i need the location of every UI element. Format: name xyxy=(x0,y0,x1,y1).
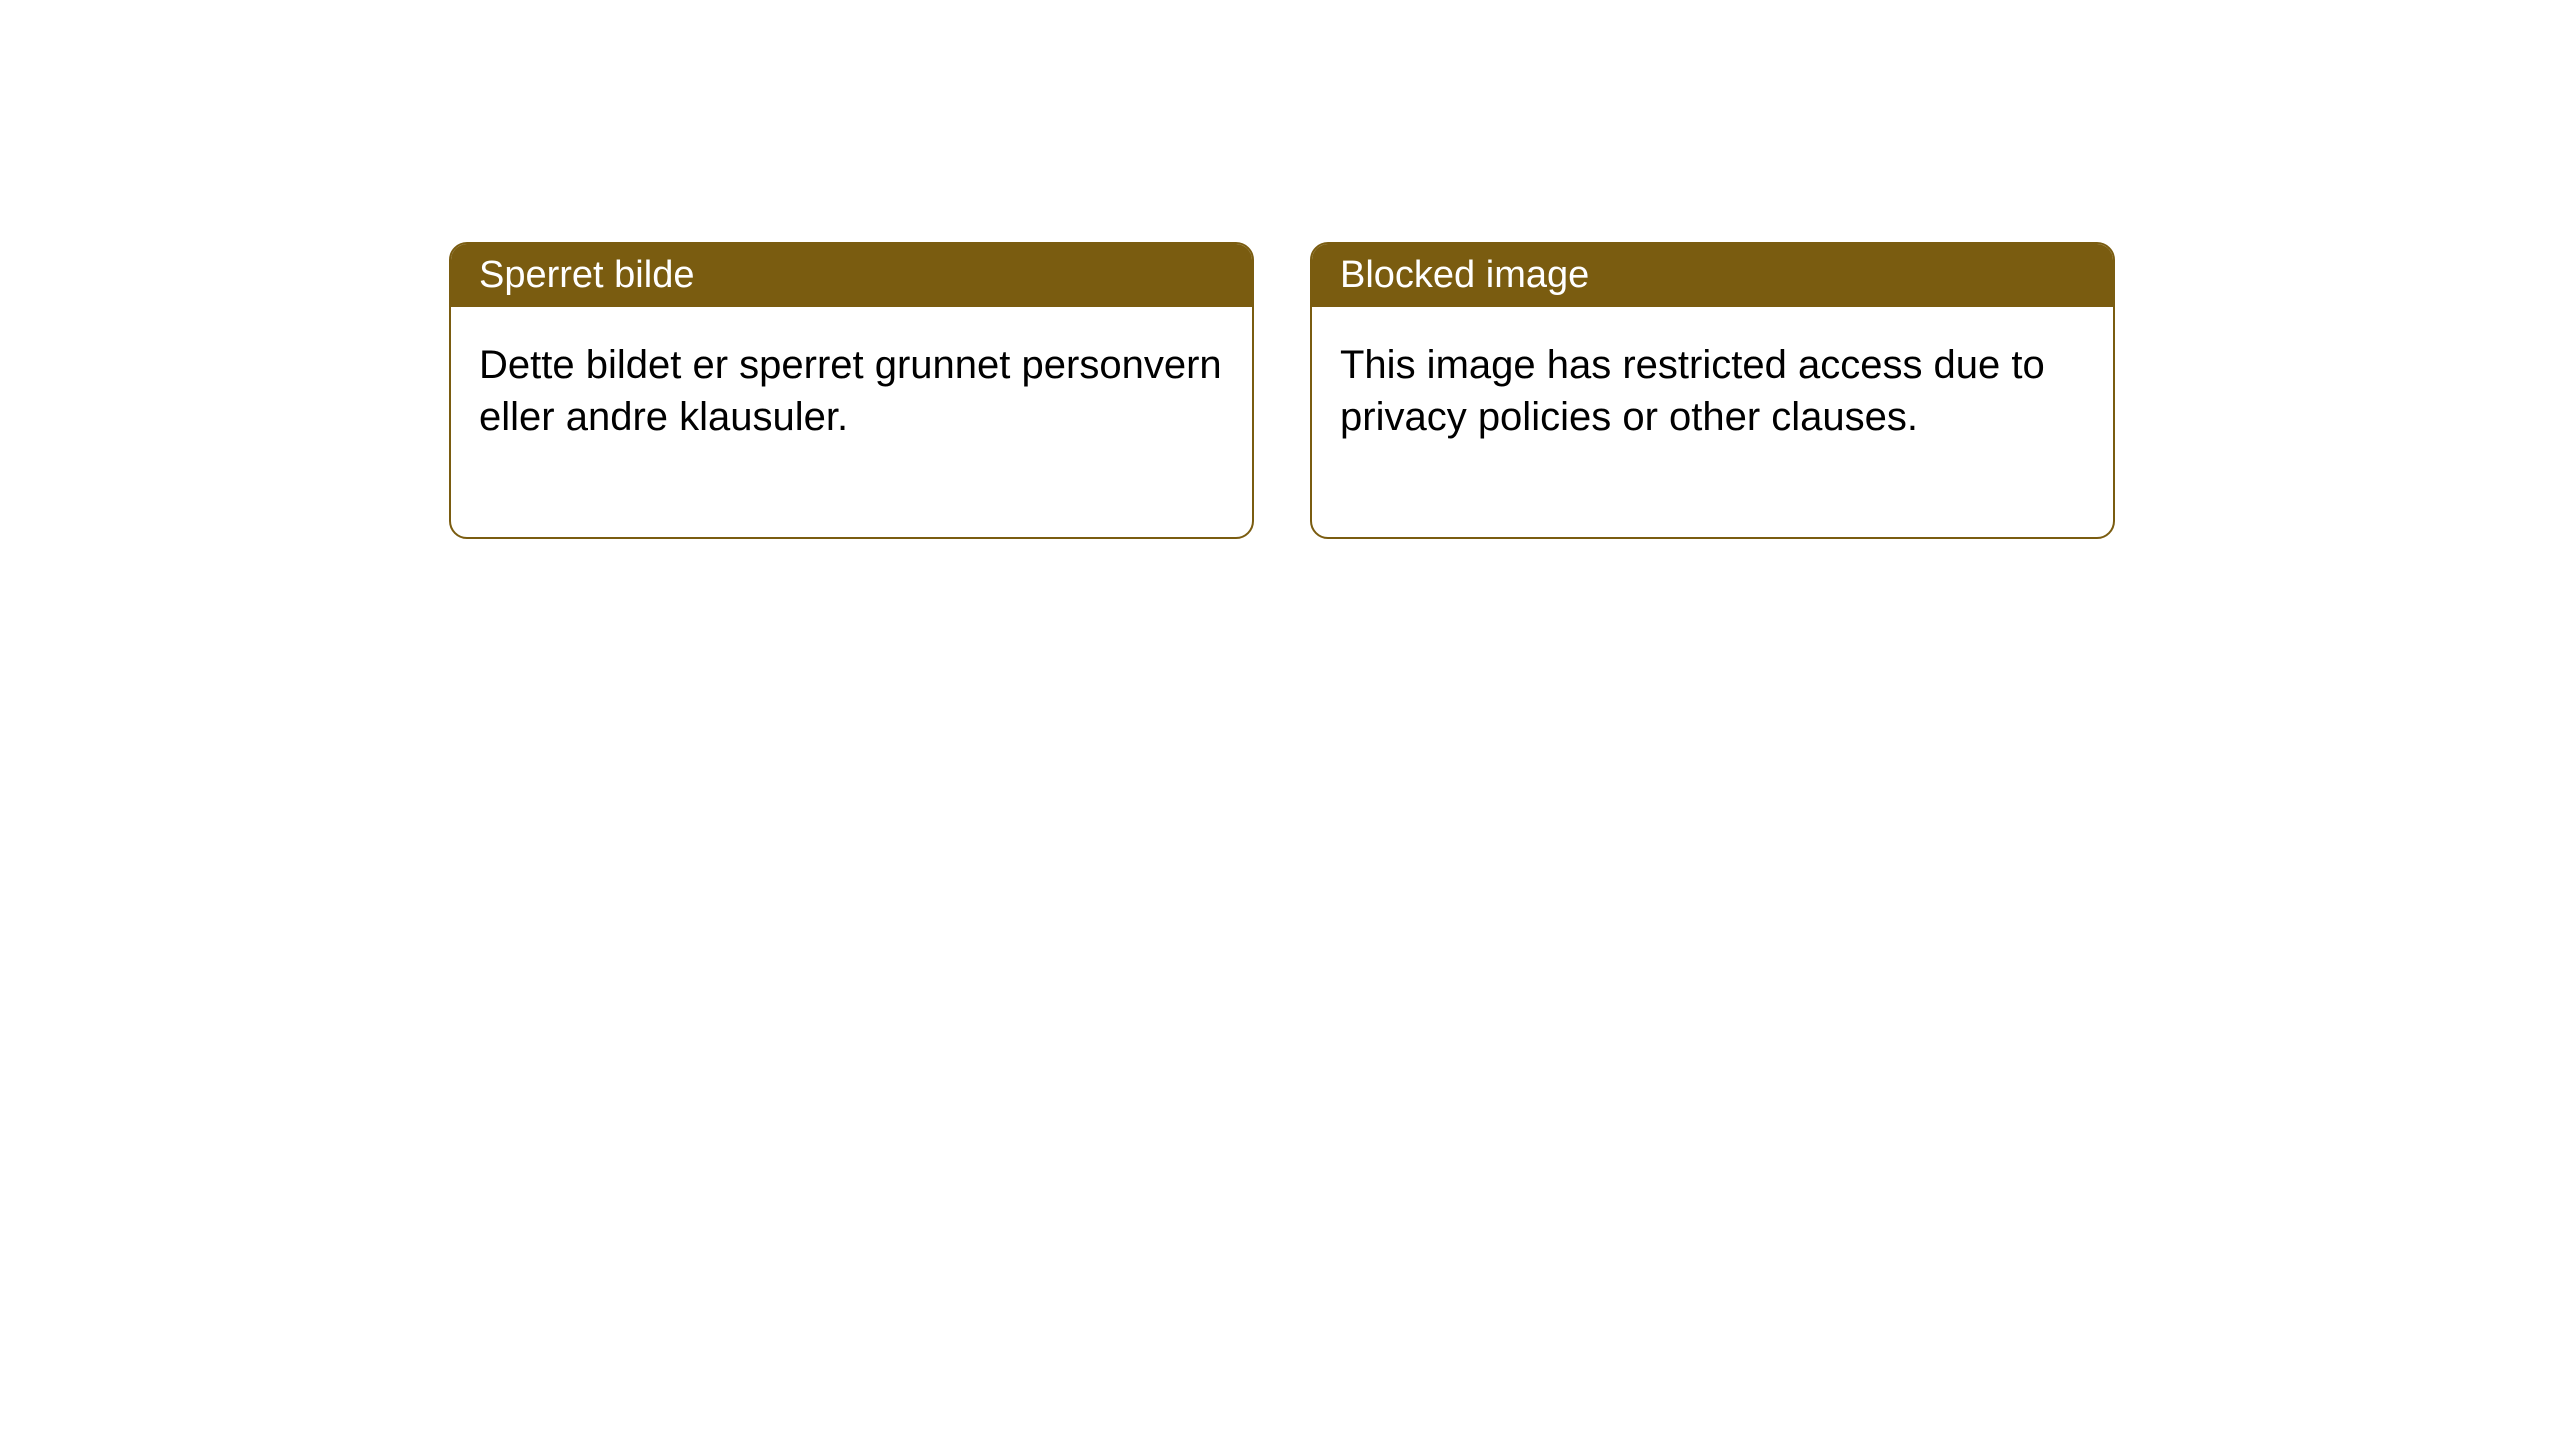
card-body-text: Dette bildet er sperret grunnet personve… xyxy=(479,343,1222,439)
card-header: Blocked image xyxy=(1312,244,2113,307)
notice-card-norwegian: Sperret bilde Dette bildet er sperret gr… xyxy=(449,242,1254,539)
notice-cards-container: Sperret bilde Dette bildet er sperret gr… xyxy=(449,242,2115,539)
card-header: Sperret bilde xyxy=(451,244,1252,307)
card-body: Dette bildet er sperret grunnet personve… xyxy=(451,307,1252,537)
card-title: Blocked image xyxy=(1340,254,1589,296)
card-body: This image has restricted access due to … xyxy=(1312,307,2113,537)
notice-card-english: Blocked image This image has restricted … xyxy=(1310,242,2115,539)
card-title: Sperret bilde xyxy=(479,254,694,296)
card-body-text: This image has restricted access due to … xyxy=(1340,343,2045,439)
